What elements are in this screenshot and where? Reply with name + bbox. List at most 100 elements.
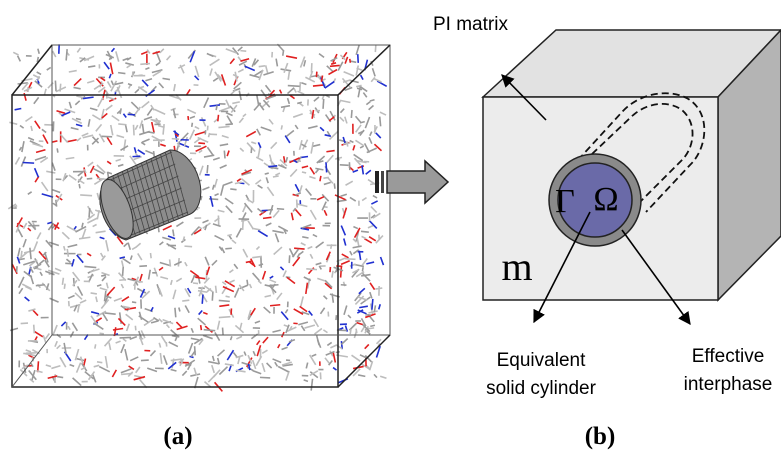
bond: [185, 306, 189, 313]
bond: [312, 354, 317, 356]
bond: [283, 51, 284, 56]
bond: [174, 84, 175, 91]
bond: [194, 138, 200, 143]
bond: [102, 276, 106, 280]
bond: [295, 125, 298, 129]
bond: [353, 227, 357, 229]
bond: [334, 183, 335, 188]
bond: [33, 310, 38, 315]
bond: [124, 140, 126, 151]
bond: [227, 350, 233, 360]
bond: [212, 260, 217, 265]
bond: [293, 257, 300, 266]
bond: [60, 84, 61, 92]
panel-label: (a): [163, 423, 192, 450]
bond: [82, 223, 83, 228]
bond: [225, 364, 234, 366]
bond: [107, 287, 115, 295]
bond: [234, 264, 238, 269]
bond: [288, 88, 295, 94]
bond: [91, 293, 97, 294]
bond: [68, 326, 70, 330]
bond: [135, 89, 139, 93]
bond: [265, 295, 271, 296]
bond: [190, 374, 200, 376]
bond: [239, 61, 247, 65]
interphase-label: interphase: [684, 374, 773, 395]
bond: [210, 59, 220, 65]
bond: [36, 371, 42, 373]
bond: [332, 271, 333, 278]
bond: [153, 52, 160, 54]
bond: [322, 76, 323, 82]
bond: [358, 375, 365, 376]
bond: [353, 145, 355, 150]
bond: [269, 280, 276, 283]
bond: [120, 337, 131, 338]
bond: [281, 312, 288, 320]
bond: [123, 339, 126, 342]
bond: [160, 144, 165, 146]
bond: [182, 371, 186, 375]
bond: [96, 231, 106, 233]
bond: [213, 370, 220, 377]
bond: [46, 240, 52, 247]
bond: [34, 331, 43, 336]
bond: [112, 116, 119, 121]
bond: [227, 116, 232, 125]
bond: [235, 288, 239, 298]
bond: [361, 75, 363, 80]
bond: [104, 62, 109, 69]
bond: [171, 370, 177, 371]
bond: [103, 313, 108, 321]
bond: [66, 259, 70, 262]
bond: [62, 232, 69, 239]
bond: [316, 242, 324, 248]
bond: [273, 210, 279, 217]
bond: [285, 309, 287, 313]
bond: [380, 376, 386, 378]
bond: [280, 267, 283, 270]
bond: [195, 132, 206, 135]
bond: [15, 157, 19, 164]
bond: [66, 49, 67, 60]
bond: [227, 151, 229, 157]
bond: [74, 79, 81, 86]
bond: [267, 363, 272, 368]
bond: [122, 260, 124, 267]
bond: [190, 116, 195, 118]
bond: [37, 232, 41, 239]
bond: [75, 101, 79, 105]
bond: [368, 226, 373, 228]
bond: [229, 280, 235, 282]
bond: [142, 124, 143, 134]
bond: [123, 266, 124, 275]
bond: [42, 194, 53, 197]
bond: [43, 135, 48, 144]
bond: [26, 350, 31, 352]
bond: [219, 317, 231, 318]
bond: [248, 221, 253, 229]
bond: [219, 305, 229, 306]
bond: [243, 205, 246, 212]
bond: [100, 237, 105, 239]
bond: [21, 157, 25, 167]
bond: [172, 336, 177, 337]
bond: [357, 323, 363, 325]
bond: [210, 105, 220, 106]
bond: [375, 288, 382, 289]
bond: [293, 114, 302, 117]
bond: [71, 128, 79, 130]
bond: [116, 341, 121, 343]
bond: [76, 124, 82, 126]
bond: [257, 95, 259, 105]
bond: [302, 172, 306, 173]
bond: [205, 382, 211, 387]
bond: [99, 134, 104, 142]
bond: [70, 365, 75, 367]
bond: [69, 102, 71, 108]
bond: [171, 359, 182, 361]
bond: [109, 74, 111, 78]
bond: [347, 142, 348, 147]
bond: [258, 146, 260, 157]
